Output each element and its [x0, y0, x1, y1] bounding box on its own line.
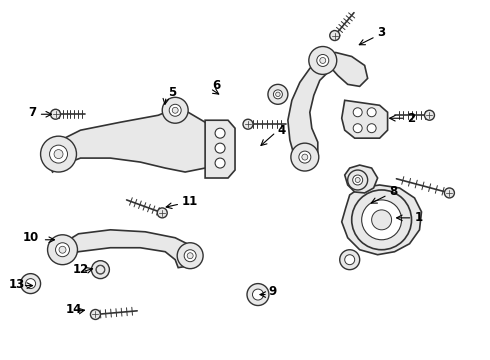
Circle shape — [172, 107, 178, 113]
Circle shape — [215, 143, 225, 153]
Circle shape — [367, 124, 376, 133]
Circle shape — [273, 90, 282, 99]
Circle shape — [371, 210, 392, 230]
Text: 12: 12 — [73, 263, 89, 276]
Text: 1: 1 — [415, 211, 423, 224]
Circle shape — [340, 250, 360, 270]
Text: 10: 10 — [23, 231, 39, 244]
Polygon shape — [288, 58, 330, 162]
Circle shape — [353, 175, 363, 185]
Circle shape — [55, 243, 70, 257]
Circle shape — [215, 158, 225, 168]
Circle shape — [353, 124, 362, 133]
Circle shape — [320, 58, 326, 63]
Text: 13: 13 — [9, 278, 25, 291]
Circle shape — [291, 143, 319, 171]
Circle shape — [345, 255, 355, 265]
Text: 7: 7 — [28, 106, 37, 119]
Circle shape — [184, 250, 196, 262]
Polygon shape — [345, 165, 378, 193]
Polygon shape — [318, 53, 368, 86]
Circle shape — [243, 119, 253, 129]
Circle shape — [162, 97, 188, 123]
Text: 11: 11 — [182, 195, 198, 208]
Circle shape — [299, 151, 311, 163]
Circle shape — [41, 136, 76, 172]
Circle shape — [48, 235, 77, 265]
Circle shape — [268, 84, 288, 104]
Polygon shape — [342, 100, 388, 138]
Circle shape — [247, 284, 269, 306]
Circle shape — [444, 188, 454, 198]
Circle shape — [169, 104, 181, 116]
Polygon shape — [342, 185, 421, 255]
Text: 4: 4 — [278, 124, 286, 137]
Text: 5: 5 — [168, 86, 176, 99]
Text: 9: 9 — [268, 285, 276, 298]
Circle shape — [50, 109, 61, 119]
Circle shape — [367, 108, 376, 117]
Circle shape — [157, 208, 167, 218]
Circle shape — [91, 310, 100, 319]
Circle shape — [177, 243, 203, 269]
Circle shape — [215, 128, 225, 138]
Circle shape — [276, 92, 280, 96]
Circle shape — [353, 108, 362, 117]
Circle shape — [54, 150, 63, 159]
Text: 14: 14 — [66, 303, 82, 316]
Circle shape — [317, 54, 329, 67]
Circle shape — [25, 279, 36, 289]
Circle shape — [187, 253, 193, 259]
Circle shape — [302, 154, 308, 160]
Circle shape — [49, 145, 68, 163]
Circle shape — [352, 190, 412, 250]
Circle shape — [330, 31, 340, 41]
Circle shape — [348, 170, 368, 190]
Circle shape — [362, 200, 401, 240]
Text: 2: 2 — [408, 112, 416, 125]
Circle shape — [59, 246, 66, 253]
Circle shape — [309, 46, 337, 75]
Circle shape — [97, 266, 104, 274]
Circle shape — [96, 265, 105, 274]
Text: 8: 8 — [390, 185, 398, 198]
Circle shape — [355, 177, 360, 183]
Polygon shape — [205, 120, 235, 178]
Text: 6: 6 — [212, 79, 220, 92]
Circle shape — [424, 110, 435, 120]
Circle shape — [252, 289, 264, 300]
Circle shape — [21, 274, 41, 293]
Polygon shape — [49, 108, 218, 172]
Polygon shape — [55, 230, 198, 268]
Circle shape — [92, 261, 109, 279]
Text: 3: 3 — [378, 26, 386, 39]
